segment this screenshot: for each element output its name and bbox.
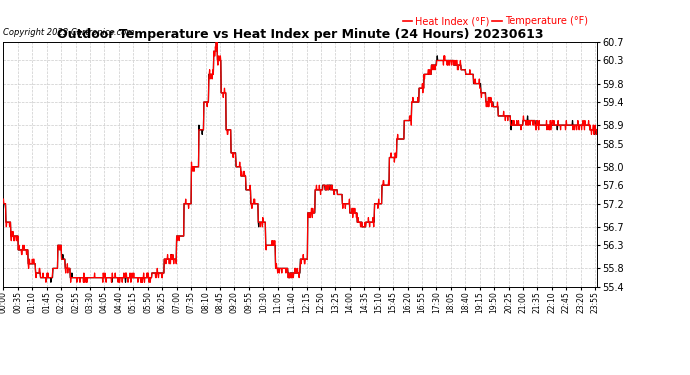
Text: Copyright 2023 Cartronics.com: Copyright 2023 Cartronics.com bbox=[3, 28, 135, 37]
Title: Outdoor Temperature vs Heat Index per Minute (24 Hours) 20230613: Outdoor Temperature vs Heat Index per Mi… bbox=[57, 28, 544, 41]
Legend: Heat Index (°F), Temperature (°F): Heat Index (°F), Temperature (°F) bbox=[399, 13, 592, 30]
